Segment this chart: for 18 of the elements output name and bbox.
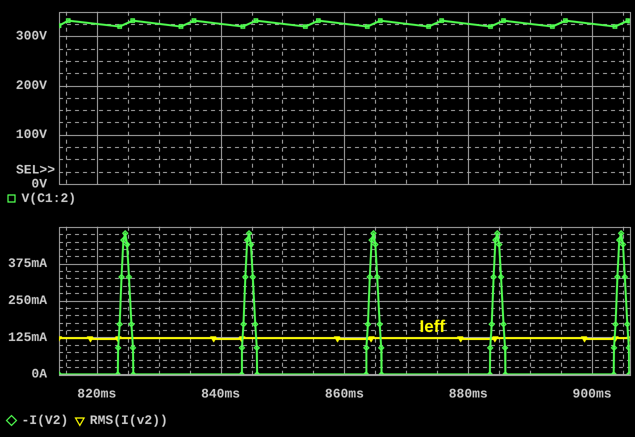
y-tick-label: 200V bbox=[16, 78, 48, 93]
text: SEL>> bbox=[16, 162, 56, 178]
legend-label: -I(V2) bbox=[22, 412, 68, 428]
y-tick-label: 125mA bbox=[8, 330, 48, 345]
x-tick-label: 820ms bbox=[77, 386, 116, 402]
annotation: Ieff bbox=[420, 316, 446, 336]
x-tick-label: 860ms bbox=[324, 386, 364, 402]
y-tick-label: 0V bbox=[31, 176, 48, 192]
x-tick-label: 880ms bbox=[448, 386, 488, 402]
y-tick-label: 100V bbox=[16, 127, 48, 142]
legend-label: V(C1:2) bbox=[22, 190, 76, 206]
y-tick-label: 250mA bbox=[8, 292, 48, 308]
x-tick-label: 900ms bbox=[572, 386, 612, 402]
x-tick-label: 840ms bbox=[201, 386, 240, 402]
y-tick-label: 300V bbox=[16, 28, 48, 44]
legend-label: RMS(I(v2)) bbox=[90, 412, 168, 428]
y-tick-label: 0A bbox=[31, 366, 48, 382]
y-tick-label: 375mA bbox=[8, 256, 48, 271]
